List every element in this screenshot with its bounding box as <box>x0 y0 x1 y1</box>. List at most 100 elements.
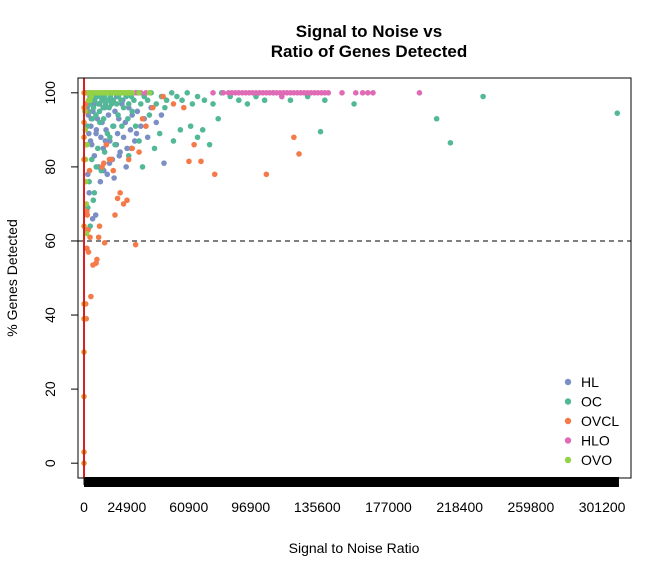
data-point-ovcl <box>129 145 135 152</box>
data-point-oc <box>112 141 118 148</box>
data-point-ovcl <box>87 234 93 241</box>
data-point-ovcl <box>170 101 177 107</box>
y-tick-label: 100 <box>42 81 58 105</box>
data-point-oc <box>201 97 208 104</box>
data-point-ovcl <box>120 201 127 207</box>
data-point-hlo <box>220 90 227 96</box>
legend-marker <box>564 378 572 386</box>
legend: HL OC OVCL HLO OVO <box>564 374 619 468</box>
x-tick-label: 259800 <box>508 499 555 515</box>
data-point-oc <box>94 145 101 152</box>
data-point-ovcl <box>88 293 94 300</box>
plot-frame <box>77 77 632 479</box>
data-point-hlo <box>370 90 376 96</box>
data-point-oc <box>287 97 294 104</box>
data-point-oc <box>206 141 213 148</box>
data-point-oc <box>179 97 185 104</box>
data-point-hl <box>123 164 129 170</box>
data-point-ovcl <box>114 195 121 202</box>
data-point-oc <box>174 93 180 100</box>
data-point-hl <box>158 112 165 118</box>
data-point-ovcl <box>96 223 103 229</box>
data-point-hl <box>120 134 127 141</box>
data-point-oc <box>104 130 111 137</box>
data-point-ovcl <box>291 134 297 141</box>
data-point-ovcl <box>296 151 302 157</box>
data-point-hl <box>111 175 117 181</box>
data-point-oc <box>113 101 120 107</box>
data-point-oc <box>100 115 107 122</box>
data-point-ovcl <box>139 115 146 122</box>
data-point-ovcl <box>198 158 204 165</box>
data-point-ovcl <box>117 190 123 196</box>
data-point-oc <box>168 90 175 96</box>
data-point-ovo <box>83 230 90 237</box>
data-point-oc <box>90 197 97 204</box>
data-point-ovcl <box>112 212 118 218</box>
data-point-hl <box>87 138 94 144</box>
data-point-hl <box>92 212 99 218</box>
rug-band <box>84 477 619 487</box>
data-point-oc <box>131 97 137 104</box>
data-point-oc <box>614 110 621 116</box>
legend-marker <box>564 456 572 464</box>
legend-label: OVCL <box>581 413 619 429</box>
data-point-ovcl <box>160 93 166 100</box>
data-point-oc <box>153 101 160 107</box>
data-point-hl <box>133 130 140 137</box>
legend-marker <box>564 398 572 405</box>
data-point-ovcl <box>132 241 139 248</box>
data-point-oc <box>210 101 216 107</box>
data-point-ovcl <box>110 167 117 174</box>
data-point-hl <box>86 190 92 196</box>
data-point-oc <box>93 164 100 170</box>
data-point-hl <box>86 130 92 137</box>
data-point-ovcl <box>150 104 156 111</box>
legend-label: HL <box>581 374 599 390</box>
data-point-ovcl <box>136 149 142 155</box>
data-point-oc <box>156 130 163 137</box>
data-point-oc <box>101 149 108 155</box>
x-tick-label: 96900 <box>231 499 270 515</box>
data-point-ovcl <box>95 234 102 241</box>
data-point-hl <box>97 178 104 185</box>
legend-marker <box>564 417 572 425</box>
data-point-ovcl <box>103 141 110 148</box>
data-point-hlo <box>352 90 359 96</box>
data-point-hl <box>105 112 112 118</box>
data-point-oc <box>146 112 153 118</box>
data-point-oc <box>136 138 142 144</box>
data-point-oc <box>125 101 132 107</box>
data-point-oc <box>110 97 117 104</box>
data-point-ovcl <box>84 212 91 218</box>
data-point-oc <box>236 97 242 104</box>
data-point-ovcl <box>263 171 270 178</box>
y-tick-label: 60 <box>42 233 58 249</box>
y-tick-label: 0 <box>42 459 58 467</box>
data-point-oc <box>162 104 168 111</box>
data-point-ovcl <box>86 167 93 174</box>
data-point-hl <box>134 108 141 115</box>
data-point-ovcl <box>124 197 130 204</box>
data-point-oc <box>433 115 440 122</box>
data-point-hlo <box>365 90 371 96</box>
data-point-hlo <box>325 90 332 96</box>
data-point-ovcl <box>101 160 107 166</box>
data-point-ovcl <box>125 156 132 163</box>
data-point-oc <box>89 115 96 122</box>
y-tick-label: 20 <box>42 381 58 397</box>
y-axis-label: % Genes Detected <box>4 219 20 337</box>
data-point-ovcl <box>94 256 100 263</box>
data-point-hl <box>89 215 96 222</box>
data-point-oc <box>96 108 103 115</box>
data-point-oc <box>351 101 357 107</box>
y-axis: 0 20 40 60 80 100 <box>42 81 78 467</box>
chart-title-line-1: Signal to Noise vs <box>296 22 442 41</box>
data-point-oc <box>137 101 144 107</box>
chart-title-line-2: Ratio of Genes Detected <box>271 42 468 61</box>
data-point-hl <box>98 134 104 141</box>
data-point-ovcl <box>211 171 218 178</box>
data-point-hl <box>161 160 167 166</box>
data-point-oc <box>189 101 196 107</box>
